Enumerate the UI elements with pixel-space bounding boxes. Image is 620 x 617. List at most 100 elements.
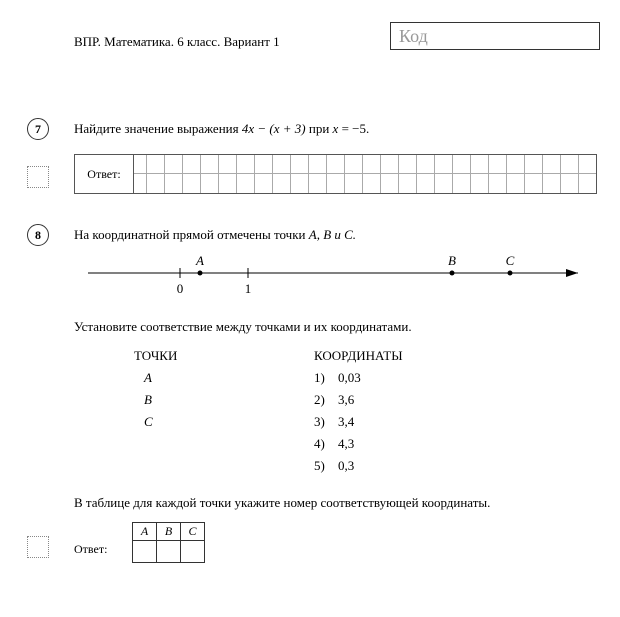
grid-cell[interactable] [507,155,525,174]
grid-cell[interactable] [435,174,453,193]
number-line: 01ABC [88,253,588,305]
q8-prompt-pre: На координатной прямой отмечены точки [74,227,309,242]
grid-cell[interactable] [561,174,579,193]
grid-cell[interactable] [453,174,471,193]
grid-cell[interactable] [561,155,579,174]
point-label [134,436,314,452]
question-8-prompt: На координатной прямой отмечены точки A,… [74,227,356,243]
svg-text:1: 1 [245,281,252,296]
coord-num: 2) [314,392,338,408]
answer-label-8: Ответ: [74,542,107,557]
grid-cell[interactable] [201,155,219,174]
score-box-8[interactable] [27,536,49,558]
grid-cell[interactable] [381,174,399,193]
grid-cell[interactable] [147,155,165,174]
grid-cell[interactable] [291,155,309,174]
q7-prompt-mid: при [309,121,333,136]
grid-cell[interactable] [525,174,543,193]
grid-cell[interactable] [489,174,507,193]
q7-expression: 4x − (x + 3) [242,121,306,136]
q7-prompt-pre: Найдите значение выражения [74,121,242,136]
grid-cell[interactable] [417,155,435,174]
svg-text:A: A [195,253,204,268]
grid-cell[interactable] [543,174,561,193]
q8-text-3: В таблице для каждой точки укажите номер… [74,495,490,511]
point-label: A [134,370,314,386]
grid-cell[interactable] [237,155,255,174]
grid-cell[interactable] [255,174,273,193]
coord-num: 3) [314,414,338,430]
grid-cell[interactable] [165,174,183,193]
answer-grid[interactable] [74,154,597,194]
coord-val: 0,03 [338,370,361,386]
grid-cell[interactable] [237,174,255,193]
score-box-7[interactable] [27,166,49,188]
match-row: 5)0,3 [134,458,494,474]
question-8-number: 8 [27,224,49,246]
grid-cell[interactable] [363,174,381,193]
question-7-prompt: Найдите значение выражения 4x − (x + 3) … [74,121,369,137]
grid-cell[interactable] [489,155,507,174]
point-label [134,458,314,474]
col-head-coords: КООРДИНАТЫ [314,348,403,364]
coord-val: 0,3 [338,458,354,474]
svg-text:B: B [448,253,456,268]
grid-cell[interactable] [435,155,453,174]
grid-cell[interactable] [471,155,489,174]
match-row: A1)0,03 [134,370,494,386]
grid-cell[interactable] [399,155,417,174]
grid-cell[interactable] [579,174,596,193]
table-cell[interactable] [157,541,181,563]
grid-cell[interactable] [327,174,345,193]
grid-cell[interactable] [183,155,201,174]
grid-cell[interactable] [273,174,291,193]
grid-cell[interactable] [309,155,327,174]
table-cell[interactable] [181,541,205,563]
match-row: C3)3,4 [134,414,494,430]
grid-cell[interactable] [345,155,363,174]
coord-val: 4,3 [338,436,354,452]
q8-points-text: A, B и C. [309,227,356,242]
answer-table[interactable]: ABC [132,522,205,563]
col-head-points: ТОЧКИ [134,348,314,364]
table-header: A [133,523,157,541]
grid-cell[interactable] [363,155,381,174]
grid-cell[interactable] [147,174,165,193]
grid-cell[interactable] [183,174,201,193]
grid-cell[interactable] [543,155,561,174]
grid-cell[interactable] [309,174,327,193]
svg-text:C: C [506,253,515,268]
answer-label-7: Ответ: [74,154,134,194]
grid-cell[interactable] [345,174,363,193]
match-row: 4)4,3 [134,436,494,452]
grid-cell[interactable] [507,174,525,193]
grid-cell[interactable] [579,155,596,174]
kod-input[interactable]: Код [390,22,600,50]
grid-cell[interactable] [165,155,183,174]
grid-cell[interactable] [453,155,471,174]
grid-cell[interactable] [525,155,543,174]
grid-cell[interactable] [219,174,237,193]
coord-val: 3,4 [338,414,354,430]
grid-cell[interactable] [327,155,345,174]
grid-cell[interactable] [273,155,291,174]
grid-cell[interactable] [417,174,435,193]
grid-cell[interactable] [201,174,219,193]
coord-num: 1) [314,370,338,386]
q8-columns: ТОЧКИ КООРДИНАТЫ A1)0,03B2)3,6C3)3,44)4,… [134,348,494,480]
grid-cell[interactable] [471,174,489,193]
q7-condition: x = −5. [333,121,370,136]
grid-cell[interactable] [399,174,417,193]
doc-title: ВПР. Математика. 6 класс. Вариант 1 [74,34,280,50]
table-header: B [157,523,181,541]
grid-cell[interactable] [381,155,399,174]
grid-cell[interactable] [291,174,309,193]
table-cell[interactable] [133,541,157,563]
question-7-number: 7 [27,118,49,140]
grid-cell[interactable] [219,155,237,174]
table-header: C [181,523,205,541]
coord-num: 4) [314,436,338,452]
grid-cell[interactable] [255,155,273,174]
coord-val: 3,6 [338,392,354,408]
point-label: C [134,414,314,430]
